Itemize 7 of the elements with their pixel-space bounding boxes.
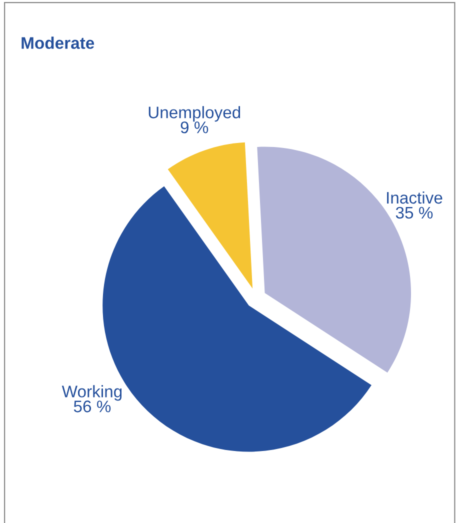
chart-title: Moderate — [22, 36, 94, 49]
data-label: 9 % — [180, 121, 208, 134]
slice-label: Inactive — [387, 191, 442, 204]
slice-label: Working — [62, 385, 122, 401]
data-label: 35 % — [396, 206, 433, 219]
data-label: 56 % — [74, 400, 111, 412]
slice-label: Unemployed — [148, 106, 240, 122]
